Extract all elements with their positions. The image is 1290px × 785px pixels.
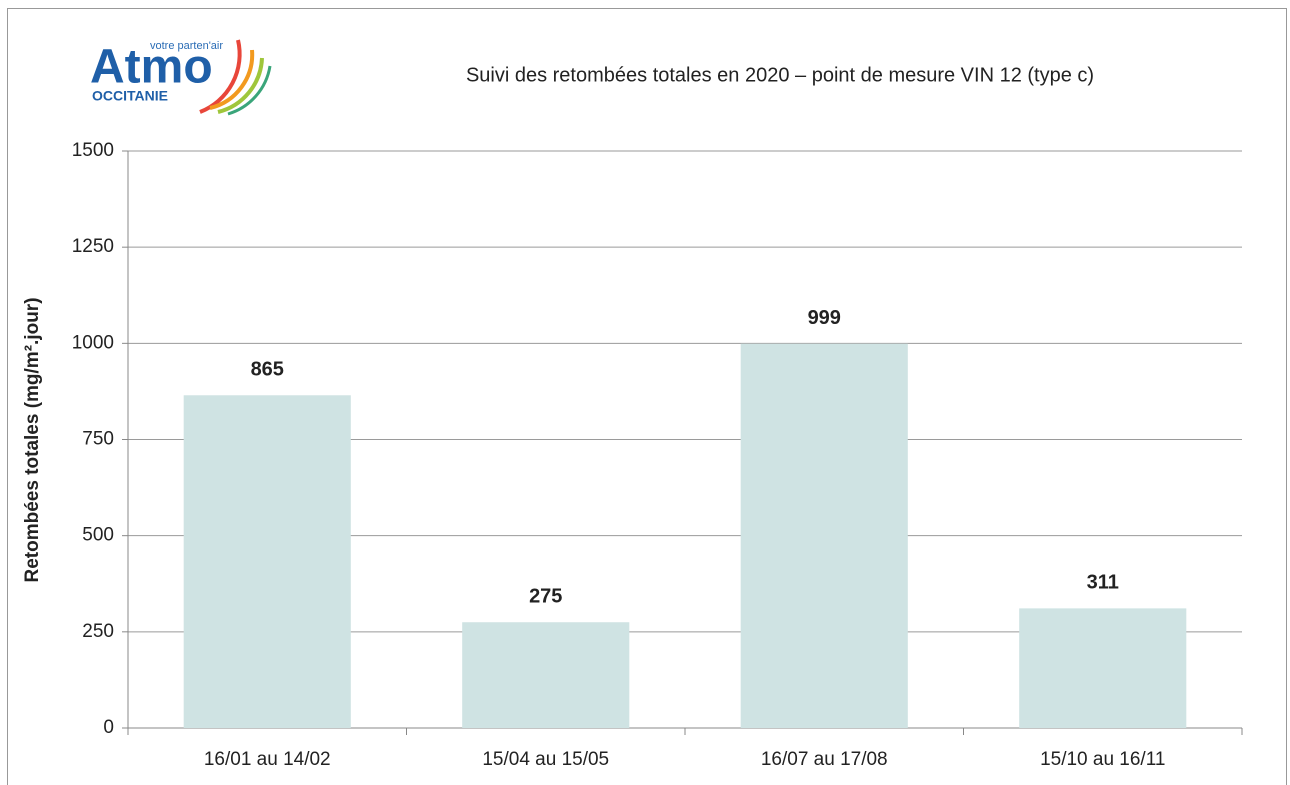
y-tick-label: 1500	[72, 140, 114, 161]
bar	[183, 395, 351, 728]
logo: votre parten'air Atmo OCCITANIE	[90, 39, 272, 116]
data-label: 311	[1087, 572, 1119, 594]
logo-arc	[199, 39, 242, 114]
frame	[7, 8, 1287, 785]
y-tick-label: 500	[82, 525, 114, 546]
data-label: 999	[808, 307, 841, 329]
logo-region: OCCITANIE	[92, 88, 168, 104]
x-tick-label: 15/10 au 16/11	[1040, 749, 1165, 770]
y-axis-label: Retombées totales (mg/m².jour)	[22, 297, 43, 582]
x-tick-label: 16/07 au 17/08	[761, 749, 888, 770]
logo-name: Atmo	[90, 41, 213, 94]
bar	[462, 622, 630, 728]
chart-title: Suivi des retombées totales en 2020 – po…	[466, 64, 1094, 86]
logo-arc	[217, 57, 264, 114]
logo-tagline: votre parten'air	[150, 40, 223, 52]
y-tick-label: 750	[82, 429, 114, 450]
bar	[1019, 608, 1187, 728]
data-label: 865	[251, 359, 284, 381]
y-tick-label: 1000	[72, 332, 114, 353]
y-tick-label: 1250	[72, 236, 114, 257]
logo-arc	[209, 49, 255, 110]
logo-arc	[227, 65, 272, 116]
x-tick-label: 15/04 au 15/05	[482, 749, 609, 770]
y-tick-label: 250	[82, 621, 114, 642]
bar	[740, 343, 908, 728]
x-tick-label: 16/01 au 14/02	[204, 749, 331, 770]
data-label: 275	[529, 585, 562, 607]
y-tick-label: 0	[103, 717, 114, 738]
